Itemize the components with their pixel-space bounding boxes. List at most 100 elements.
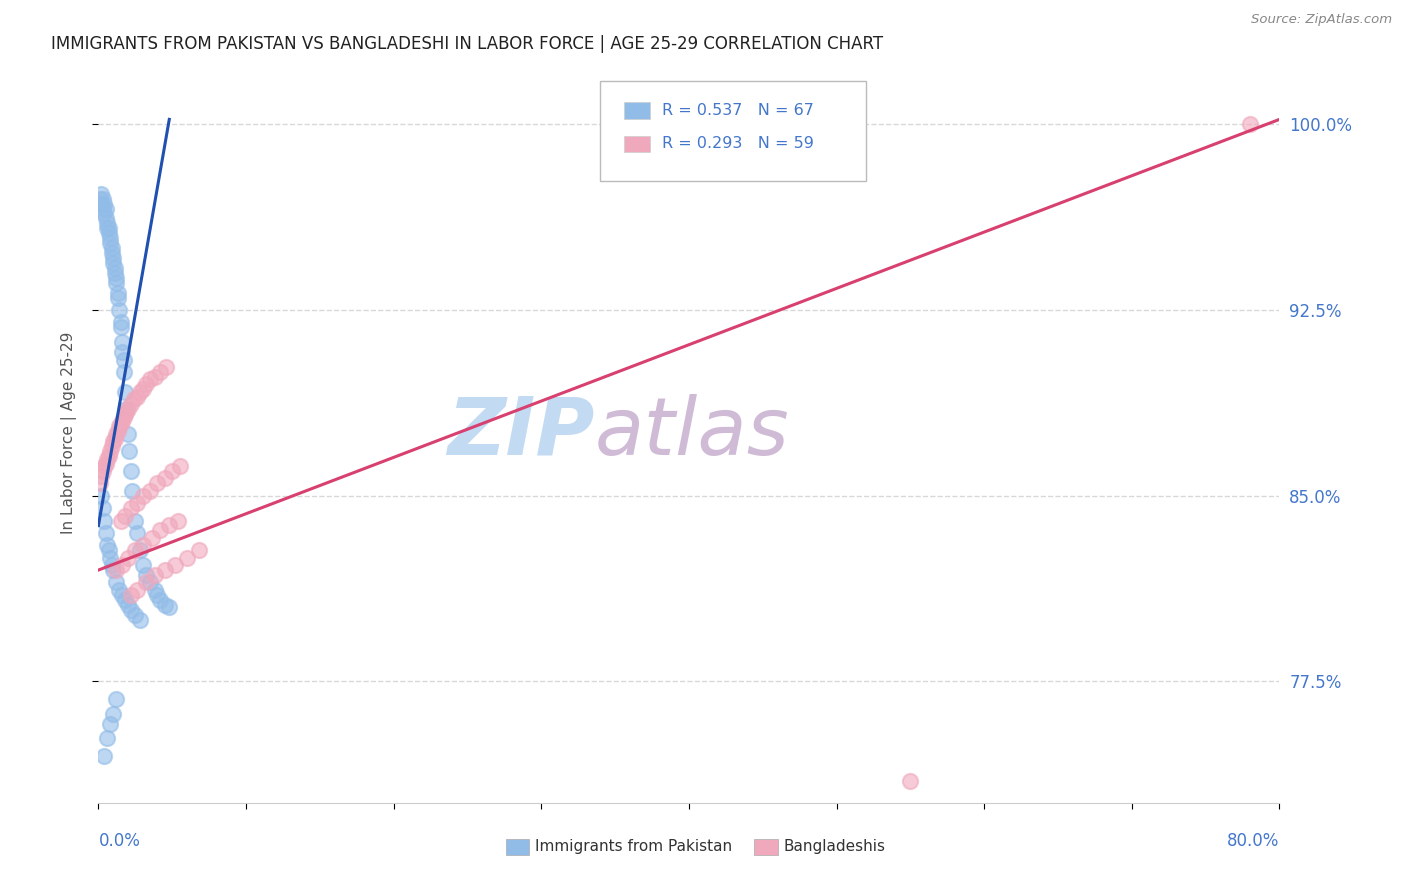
Point <box>132 382 155 396</box>
Point <box>93 196 115 211</box>
Point <box>110 320 132 334</box>
Point <box>128 384 150 399</box>
Point <box>167 514 190 528</box>
Point <box>105 426 128 441</box>
Text: atlas: atlas <box>595 393 789 472</box>
Point <box>111 558 134 573</box>
Point <box>139 483 162 498</box>
Point <box>155 359 177 374</box>
Point <box>111 345 134 359</box>
Point <box>98 231 121 245</box>
Point <box>97 543 120 558</box>
Point <box>135 575 157 590</box>
Text: R = 0.537   N = 67: R = 0.537 N = 67 <box>662 103 814 118</box>
Point <box>153 563 176 577</box>
Point <box>105 575 128 590</box>
FancyBboxPatch shape <box>506 839 530 855</box>
Point <box>107 291 129 305</box>
Text: R = 0.293   N = 59: R = 0.293 N = 59 <box>662 136 814 152</box>
Point <box>169 458 191 473</box>
Point <box>112 409 135 424</box>
Text: 80.0%: 80.0% <box>1227 832 1279 850</box>
Point <box>98 550 121 565</box>
Point <box>121 483 143 498</box>
Point <box>124 543 146 558</box>
Point <box>100 241 122 255</box>
Point <box>96 731 118 746</box>
Point <box>141 531 163 545</box>
Point <box>120 588 142 602</box>
Point <box>93 458 115 473</box>
Point <box>114 384 136 399</box>
Point <box>104 266 127 280</box>
Point <box>96 221 118 235</box>
Point <box>157 600 180 615</box>
Point <box>111 335 134 350</box>
Point <box>97 227 120 241</box>
Point <box>93 748 115 763</box>
Point <box>98 716 121 731</box>
Point <box>110 514 132 528</box>
Point <box>146 476 169 491</box>
Point <box>100 558 122 573</box>
Point <box>91 202 114 216</box>
Point <box>98 444 121 458</box>
Point <box>120 397 142 411</box>
Point <box>94 457 117 471</box>
Text: Bangladeshis: Bangladeshis <box>783 839 886 854</box>
Point <box>117 402 139 417</box>
Point <box>125 525 148 540</box>
Point <box>100 439 122 453</box>
Point <box>89 192 111 206</box>
Text: IMMIGRANTS FROM PAKISTAN VS BANGLADESHI IN LABOR FORCE | AGE 25-29 CORRELATION C: IMMIGRANTS FROM PAKISTAN VS BANGLADESHI … <box>51 35 883 53</box>
Point <box>114 407 136 421</box>
Point <box>132 489 155 503</box>
Point <box>96 538 118 552</box>
Point <box>103 434 125 449</box>
Point <box>117 426 139 441</box>
Point <box>104 432 127 446</box>
Point <box>98 236 121 251</box>
Point <box>112 365 135 379</box>
Point <box>128 613 150 627</box>
Point <box>97 221 120 235</box>
Point <box>105 271 128 285</box>
Point <box>89 196 111 211</box>
Point <box>91 501 114 516</box>
Y-axis label: In Labor Force | Age 25-29: In Labor Force | Age 25-29 <box>60 332 77 533</box>
FancyBboxPatch shape <box>624 103 650 119</box>
Point <box>117 550 139 565</box>
Point <box>105 563 128 577</box>
Point <box>97 449 120 463</box>
Point <box>149 592 172 607</box>
Point <box>132 558 155 573</box>
Point <box>94 202 117 216</box>
Point <box>93 514 115 528</box>
Point <box>149 524 172 538</box>
Point <box>107 285 129 300</box>
Point <box>125 582 148 597</box>
Point <box>176 550 198 565</box>
Point <box>120 602 142 616</box>
Text: 0.0%: 0.0% <box>98 832 141 850</box>
Point <box>110 315 132 329</box>
Text: Immigrants from Pakistan: Immigrants from Pakistan <box>536 839 733 854</box>
Point <box>165 558 187 573</box>
Point <box>100 246 122 260</box>
Point <box>153 471 176 485</box>
Point <box>103 251 125 265</box>
Point <box>122 392 145 407</box>
Point <box>94 525 117 540</box>
Point <box>125 496 148 510</box>
Point <box>90 186 112 201</box>
Point <box>139 372 162 386</box>
Point <box>120 464 142 478</box>
Point <box>108 582 131 597</box>
Point <box>135 568 157 582</box>
Point <box>139 575 162 590</box>
Point <box>114 592 136 607</box>
Point <box>103 256 125 270</box>
Point <box>111 588 134 602</box>
Point <box>103 706 125 721</box>
Point <box>120 501 142 516</box>
